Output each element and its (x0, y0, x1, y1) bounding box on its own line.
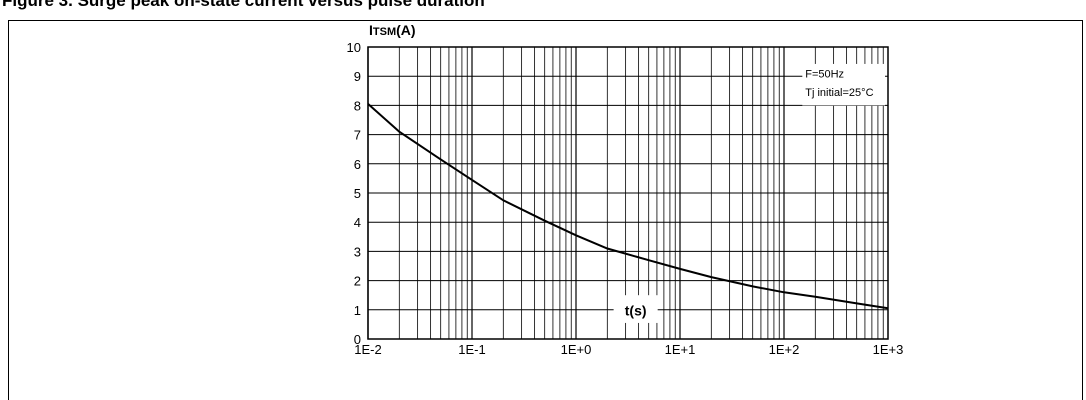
figure-heading: Figure 3. Surge peak on-state current ve… (2, 0, 485, 10)
curve-data-point (679, 268, 681, 270)
annotation-frequency: F=50Hz (805, 69, 844, 81)
y-tick-label: 0 (354, 332, 361, 347)
y-tick-label: 1 (354, 303, 361, 318)
curve-data-point (710, 276, 712, 278)
y-axis-label-unit: (A) (396, 22, 415, 38)
x-tick-labels: 1E-2 1E-1 1E+0 1E+1 1E+2 1E+3 (354, 342, 903, 357)
curve-data-point (575, 234, 577, 236)
curve-data-point (606, 247, 608, 249)
x-tick-label: 1E+3 (873, 342, 904, 357)
y-axis-label: ITSM(A) (369, 22, 416, 38)
y-tick-label: 7 (354, 128, 361, 143)
curve-data-points (367, 103, 889, 309)
curve-data-point (367, 103, 369, 105)
surge-current-curve (367, 103, 889, 310)
y-tick-label: 2 (354, 274, 361, 289)
curve-data-point (440, 158, 442, 160)
x-tick-label: 1E+2 (769, 342, 800, 357)
y-tick-label: 10 (347, 40, 361, 55)
y-axis-label-main: I (369, 22, 373, 38)
x-tick-label: 1E-2 (354, 342, 381, 357)
x-tick-label: 1E+0 (561, 342, 592, 357)
curve-data-point (752, 285, 754, 287)
y-tick-labels: 0 1 2 3 4 5 6 7 8 9 10 (347, 40, 361, 347)
y-tick-label: 3 (354, 244, 361, 259)
x-axis-label: t(s) (625, 303, 647, 319)
x-tick-label: 1E-1 (458, 342, 485, 357)
curve-data-point (783, 291, 785, 293)
curve-data-point (856, 302, 858, 304)
curve-data-point (471, 179, 473, 181)
x-tick-label: 1E+1 (665, 342, 696, 357)
curve-data-point (502, 199, 504, 201)
curve-data-point (398, 131, 400, 133)
y-tick-label: 5 (354, 186, 361, 201)
annotation-temperature: Tj initial=25°C (805, 87, 873, 99)
y-tick-label: 8 (354, 98, 361, 113)
y-tick-label: 6 (354, 157, 361, 172)
y-tick-label: 9 (354, 69, 361, 84)
x-axis-label-box (613, 295, 658, 323)
y-tick-label: 4 (354, 215, 361, 230)
plot-area-border (367, 46, 889, 340)
curve-data-point (648, 259, 650, 261)
figure-border (8, 20, 1083, 400)
curve-data-point (887, 307, 889, 309)
curve-data-point (814, 296, 816, 298)
curve-data-point (544, 220, 546, 222)
y-axis-label-subscript: TSM (373, 26, 396, 38)
annotation-box (802, 63, 885, 106)
